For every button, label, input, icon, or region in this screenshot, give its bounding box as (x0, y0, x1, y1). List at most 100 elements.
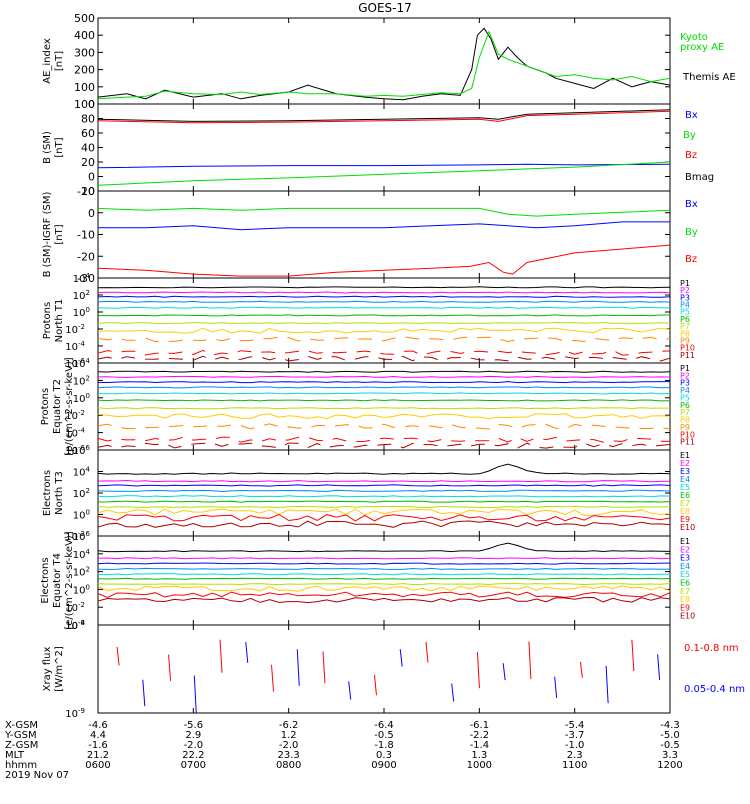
ylabel-line: [nT] (54, 224, 65, 244)
xaxis-z-value: -1.6 (88, 740, 108, 751)
ytick-label: 10-4 (65, 340, 85, 353)
channel-p2-line (97, 375, 671, 378)
channel-p10-line (97, 436, 671, 443)
ytick-label: 10-6 (65, 357, 85, 370)
legend-by: By (685, 227, 698, 238)
xray-segment (579, 661, 583, 678)
legend-p3: P3 (680, 293, 690, 302)
legend-e3: E3 (680, 467, 690, 476)
ytick-label: 106 (73, 530, 91, 543)
legend-p2: P2 (680, 371, 690, 380)
ylabel-line: B (SM) (42, 131, 53, 164)
ytick-label: 0 (88, 98, 95, 111)
ytick-label: 80 (81, 113, 95, 126)
xray-segment (399, 649, 403, 667)
ylabel-line: [nT] (54, 51, 65, 71)
xray-segment (348, 681, 352, 700)
ytick-label: 104 (73, 548, 91, 561)
ytick-label: 102 (73, 566, 90, 579)
xray-segment (142, 679, 146, 707)
xray-segment (373, 674, 377, 696)
ytick-label: 104 (73, 357, 91, 370)
channel-e10-line (97, 520, 671, 528)
legend-p10: P10 (680, 344, 695, 353)
xray-segment (116, 646, 120, 666)
channel-p1-line (97, 286, 671, 289)
panel-bsm-frame (97, 103, 671, 192)
legend-p6: P6 (680, 401, 690, 410)
ylabel-line: Protons (42, 302, 53, 339)
xray-segment (168, 654, 172, 681)
channel-e5-line (97, 495, 671, 498)
xaxis-y-value: -3.7 (565, 730, 585, 741)
legend-e6: E6 (680, 491, 690, 500)
legend-e9: E9 (680, 515, 690, 524)
panel-ee-frame (97, 535, 671, 626)
xaxis-y-value: 1.2 (281, 730, 297, 741)
ytick-label: 100 (74, 98, 95, 111)
legend-bx: Bx (685, 110, 698, 121)
channel-e3-line (97, 484, 671, 487)
legend-p9: P9 (680, 423, 690, 432)
ytick-label: 102 (73, 487, 90, 500)
channel-p2-line (97, 291, 671, 294)
legend-p4: P4 (680, 301, 690, 310)
panel-pn-frame (97, 277, 671, 364)
legend-p8: P8 (680, 416, 690, 425)
legend-e3: E3 (680, 554, 690, 563)
ytick-label: 102 (73, 289, 90, 302)
xaxis-mlt-value: 1.3 (471, 750, 487, 761)
channel-p6-line (97, 314, 670, 317)
series-bx (97, 163, 671, 169)
legend-p9: P9 (680, 336, 690, 345)
legend-e4: E4 (680, 475, 690, 484)
series-bz (97, 244, 671, 277)
ytick-label: -10 (77, 229, 95, 242)
channel-p1-line (97, 370, 671, 373)
xaxis-row-label: X-GSM (5, 720, 38, 731)
legend-e8: E8 (680, 595, 690, 604)
ytick-label: -30 (77, 272, 95, 285)
legend-bz: Bz (685, 254, 697, 265)
ylabel-line: [e/(cm^2-s-sr-keV)] (64, 531, 75, 629)
xaxis-hhmm-value: 0700 (181, 760, 206, 771)
ylabel-line: B (SM)-IGRF (SM) (42, 192, 53, 278)
xaxis-z-value: -2.0 (184, 740, 204, 751)
ytick-label: 10-9 (65, 707, 85, 720)
legend-by: By (683, 130, 696, 141)
ytick-label: 10-4 (65, 619, 85, 632)
ytick-label: -20 (77, 185, 95, 198)
ylabel-line: Electrons (40, 557, 51, 603)
xaxis-x-value: -5.4 (565, 720, 585, 731)
xaxis-hhmm-value: 1000 (467, 760, 492, 771)
series-by (97, 207, 671, 217)
xaxis-mlt-value: 3.3 (662, 750, 678, 761)
ytick-label: 60 (81, 127, 95, 140)
legend-p1: P1 (680, 364, 690, 373)
panel-xray: Xray flux [W/m^2] 0.1-0.8 nm 0.05-0.4 nm (42, 624, 745, 714)
xray-segment (502, 663, 506, 681)
xaxis-y-value: 4.4 (90, 730, 106, 741)
channel-p6-line (97, 399, 671, 402)
panel-en-frame (97, 449, 671, 537)
ylabel-line: AE_index (42, 38, 53, 84)
legend-p5: P5 (680, 308, 690, 317)
ylabel-line: Xray flux (42, 647, 53, 692)
legend-p10: P10 (680, 430, 695, 439)
xaxis-row-label: hhmm (5, 760, 37, 771)
xray-segment (322, 651, 326, 684)
channel-e8-line (97, 508, 671, 517)
series-by (97, 161, 671, 186)
channel-p5-line (97, 306, 670, 309)
ytick-label: 104 (73, 466, 91, 479)
ytick-label: 10-2 (65, 601, 85, 614)
legend-e6: E6 (680, 579, 690, 588)
channel-p7-line (97, 322, 671, 325)
xaxis-y-value: -2.2 (470, 730, 490, 741)
series-bz (97, 110, 671, 124)
legend-e2: E2 (680, 545, 690, 554)
series-kyoto-proxy-ae (97, 30, 671, 100)
xray-segment (425, 641, 429, 663)
channel-e7-line (97, 583, 671, 586)
xray-segment (554, 676, 558, 699)
